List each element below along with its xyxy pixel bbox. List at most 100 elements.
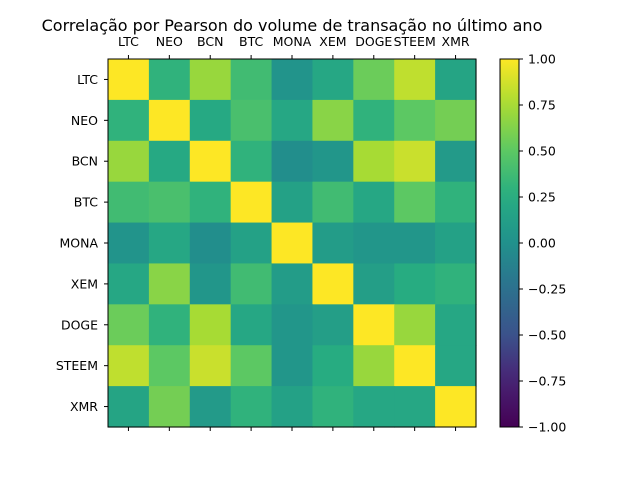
heatmap-cell-mona-steem bbox=[394, 222, 436, 265]
y-tick-label: NEO bbox=[71, 113, 98, 128]
heatmap-cell-xmr-xmr bbox=[435, 386, 477, 428]
heatmap-cell-steem-btc bbox=[230, 345, 273, 387]
colorbar-tick-label: −1.00 bbox=[528, 420, 566, 435]
heatmap-cell-steem-neo bbox=[148, 345, 191, 387]
y-tick-label: XEM bbox=[71, 276, 98, 291]
heatmap-cell-xem-xem bbox=[312, 263, 354, 305]
heatmap-cell-xmr-neo bbox=[148, 386, 191, 428]
y-tick-label: BCN bbox=[72, 154, 98, 169]
heatmap-cell-neo-xem bbox=[312, 99, 354, 142]
heatmap-cell-xmr-ltc bbox=[108, 386, 150, 428]
x-tick-label: BTC bbox=[239, 34, 263, 49]
colorbar-tick-label: −0.75 bbox=[528, 374, 566, 389]
y-tick-label: MONA bbox=[59, 236, 98, 251]
heatmap-cell-bcn-mona bbox=[271, 140, 314, 183]
heatmap-cell-mona-ltc bbox=[108, 222, 150, 265]
heatmap-cell-doge-bcn bbox=[189, 304, 232, 346]
y-tick-label: XMR bbox=[70, 399, 98, 414]
y-tick-label: BTC bbox=[74, 195, 98, 210]
heatmap-cell-steem-xem bbox=[312, 345, 354, 387]
heatmap-cell-xmr-steem bbox=[394, 386, 436, 428]
colorbar-tick-label: −0.25 bbox=[528, 282, 566, 297]
heatmap-cell-ltc-xmr bbox=[435, 59, 477, 101]
heatmap-cell-xmr-doge bbox=[353, 386, 395, 428]
heatmap-cell-doge-mona bbox=[271, 304, 314, 346]
heatmap-cell-steem-mona bbox=[271, 345, 314, 387]
x-tick-label: STEEM bbox=[394, 34, 436, 49]
heatmap-cell-btc-neo bbox=[148, 181, 191, 224]
heatmap-cell-mona-neo bbox=[148, 222, 191, 265]
heatmap-cell-ltc-mona bbox=[271, 59, 314, 101]
heatmap-cell-steem-bcn bbox=[189, 345, 232, 387]
heatmap-cell-bcn-xmr bbox=[435, 140, 477, 183]
heatmap-cell-xmr-bcn bbox=[189, 386, 232, 428]
heatmap-cell-xem-btc bbox=[230, 263, 273, 305]
heatmap-cell-bcn-bcn bbox=[189, 140, 232, 183]
heatmap-cell-btc-xem bbox=[312, 181, 354, 224]
heatmap-cell-neo-xmr bbox=[435, 99, 477, 142]
colorbar-tick-label: 0.25 bbox=[528, 190, 556, 205]
heatmap-cell-btc-ltc bbox=[108, 181, 150, 224]
y-tick-label: STEEM bbox=[56, 358, 98, 373]
colorbar-tick-label: 1.00 bbox=[528, 52, 556, 67]
heatmap-cell-mona-bcn bbox=[189, 222, 232, 265]
heatmap-cell-neo-ltc bbox=[108, 99, 150, 142]
y-tick-label: DOGE bbox=[61, 317, 98, 332]
x-tick-label: BCN bbox=[197, 34, 223, 49]
heatmap-cell-btc-mona bbox=[271, 181, 314, 224]
heatmap-cell-btc-xmr bbox=[435, 181, 477, 224]
heatmap-cell-xmr-xem bbox=[312, 386, 354, 428]
heatmap-cell-mona-xem bbox=[312, 222, 354, 265]
heatmap-cell-neo-bcn bbox=[189, 99, 232, 142]
heatmap-cell-steem-ltc bbox=[108, 345, 150, 387]
heatmap-cell-bcn-xem bbox=[312, 140, 354, 183]
heatmap-cell-xem-ltc bbox=[108, 263, 150, 305]
heatmap-cell-ltc-btc bbox=[230, 59, 273, 101]
heatmap-cell-xmr-mona bbox=[271, 386, 314, 428]
heatmap-cell-doge-steem bbox=[394, 304, 436, 346]
heatmap-cell-btc-btc bbox=[230, 181, 273, 224]
heatmap-cell-steem-xmr bbox=[435, 345, 477, 387]
x-tick-label: MONA bbox=[273, 34, 312, 49]
colorbar-tick-label: 0.75 bbox=[528, 98, 556, 113]
heatmap-cell-mona-doge bbox=[353, 222, 395, 265]
y-tick-label: LTC bbox=[77, 72, 98, 87]
heatmap-cell-steem-doge bbox=[353, 345, 395, 387]
y-axis-ticks: LTC NEO BCN BTC MONA XEM DOGE STEEM XMR bbox=[56, 72, 108, 414]
heatmap-cell-bcn-neo bbox=[148, 140, 191, 183]
heatmap-cell-doge-xmr bbox=[435, 304, 477, 346]
heatmap-cell-doge-xem bbox=[312, 304, 354, 346]
colorbar-tick-label: 0.50 bbox=[528, 144, 556, 159]
x-tick-label: XEM bbox=[319, 34, 346, 49]
heatmap-cell-neo-mona bbox=[271, 99, 314, 142]
colorbar-tick-label: 0.00 bbox=[528, 236, 556, 251]
heatmap-cell-ltc-bcn bbox=[189, 59, 232, 101]
heatmap-cell-bcn-btc bbox=[230, 140, 273, 183]
heatmap-cell-btc-bcn bbox=[189, 181, 232, 224]
heatmap-cell-doge-doge bbox=[353, 304, 395, 346]
heatmap-cell-neo-neo bbox=[148, 99, 191, 142]
heatmap-cell-mona-mona bbox=[271, 222, 314, 265]
colorbar-ticks: 1.00 0.75 0.50 0.25 0.00 −0.25 −0.50 −0.75 −1.00 bbox=[519, 52, 566, 435]
heatmap-cell-xem-doge bbox=[353, 263, 395, 305]
heatmap-cell-bcn-ltc bbox=[108, 140, 150, 183]
heatmap-cell-doge-ltc bbox=[108, 304, 150, 346]
heatmap-cell-doge-neo bbox=[148, 304, 191, 346]
heatmap-cell-ltc-steem bbox=[394, 59, 436, 101]
colorbar-tick-label: −0.50 bbox=[528, 328, 566, 343]
heatmap-cell-xem-neo bbox=[148, 263, 191, 305]
plot-frame bbox=[107, 58, 477, 428]
heatmap-cell-xem-mona bbox=[271, 263, 314, 305]
heatmap-cell-mona-xmr bbox=[435, 222, 477, 265]
heatmap-cell-steem-steem bbox=[394, 345, 436, 387]
heatmap-cell-neo-btc bbox=[230, 99, 273, 142]
heatmap-cell-xem-bcn bbox=[189, 263, 232, 305]
heatmap-cell-neo-doge bbox=[353, 99, 395, 142]
x-tick-label: LTC bbox=[118, 34, 139, 49]
heatmap-plot bbox=[108, 59, 477, 428]
x-tick-label: NEO bbox=[156, 34, 183, 49]
heatmap-cell-bcn-doge bbox=[353, 140, 395, 183]
colorbar bbox=[500, 59, 519, 427]
heatmap-cell-ltc-xem bbox=[312, 59, 354, 101]
